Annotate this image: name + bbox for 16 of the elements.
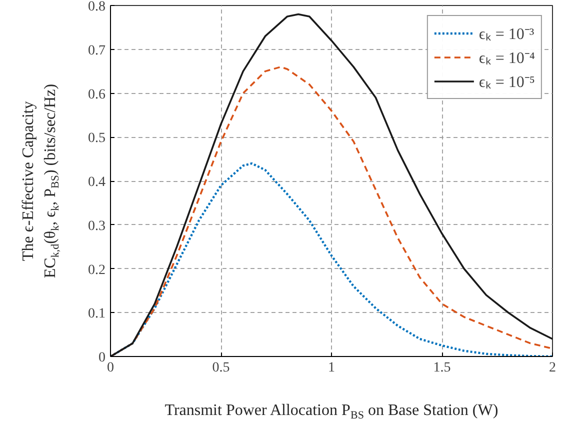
y-tick-label: 0.3 bbox=[88, 218, 106, 234]
legend-label: ϵₖ = 10⁻⁵ bbox=[478, 73, 535, 92]
y-tick-label: 0.6 bbox=[88, 87, 106, 102]
legend-label: ϵₖ = 10⁻³ bbox=[478, 25, 534, 44]
y-tick-label: 0.7 bbox=[88, 43, 106, 58]
x-tick-label: 2 bbox=[549, 360, 556, 376]
y-tick-label: 0 bbox=[98, 350, 106, 366]
y-tick-label: 0.8 bbox=[88, 0, 106, 14]
y-tick-label: 0.1 bbox=[88, 306, 106, 322]
y-tick-label: 0.2 bbox=[88, 262, 106, 278]
y-tick-label: 0.4 bbox=[88, 175, 106, 190]
x-tick-label: 1.5 bbox=[433, 360, 451, 376]
x-tick-label: 0.5 bbox=[212, 360, 230, 376]
y-tick-label: 0.5 bbox=[88, 131, 106, 146]
legend-label: ϵₖ = 10⁻⁴ bbox=[478, 49, 535, 68]
x-tick-label: 1 bbox=[328, 360, 335, 376]
